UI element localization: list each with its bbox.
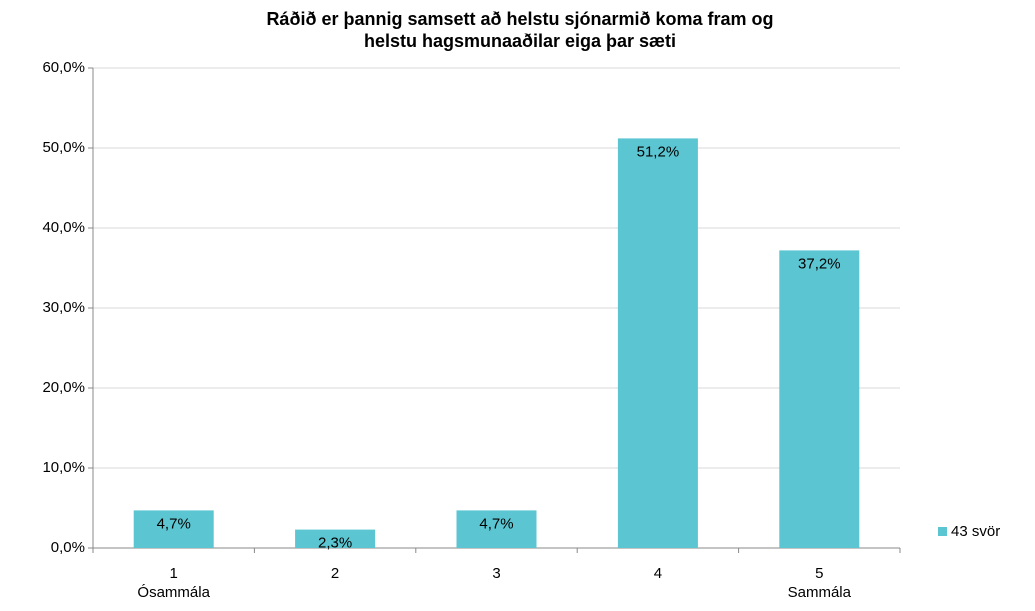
bar <box>456 510 537 548</box>
y-tick-label: 10,0% <box>42 459 85 476</box>
x-tick-label: 3 <box>492 565 500 582</box>
bar <box>617 138 698 548</box>
legend-label: 43 svör <box>951 523 1000 540</box>
y-tick-label: 20,0% <box>42 379 85 396</box>
bar <box>133 510 214 548</box>
x-tick-label: 2 <box>331 565 339 582</box>
data-label: 2,3% <box>318 535 352 552</box>
y-tick-label: 30,0% <box>42 299 85 316</box>
x-tick-label: 1 <box>170 565 178 582</box>
x-tick-label: 5 <box>815 565 823 582</box>
chart-title-line: helstu hagsmunaaðilar eiga þar sæti <box>364 31 676 51</box>
bar <box>295 529 376 548</box>
y-tick-label: 50,0% <box>42 139 85 156</box>
data-label: 4,7% <box>157 515 191 532</box>
data-label: 51,2% <box>637 143 680 160</box>
data-label: 37,2% <box>798 255 841 272</box>
chart-title-line: Ráðið er þannig samsett að helstu sjónar… <box>266 9 773 29</box>
legend-swatch <box>938 527 947 536</box>
x-tick-label: Sammála <box>788 584 852 601</box>
y-tick-label: 0,0% <box>51 539 85 556</box>
y-tick-label: 60,0% <box>42 59 85 76</box>
data-label: 4,7% <box>479 515 513 532</box>
bar <box>779 250 860 548</box>
x-tick-label: Ósammála <box>137 584 210 601</box>
x-tick-label: 4 <box>654 565 662 582</box>
y-tick-label: 40,0% <box>42 219 85 236</box>
